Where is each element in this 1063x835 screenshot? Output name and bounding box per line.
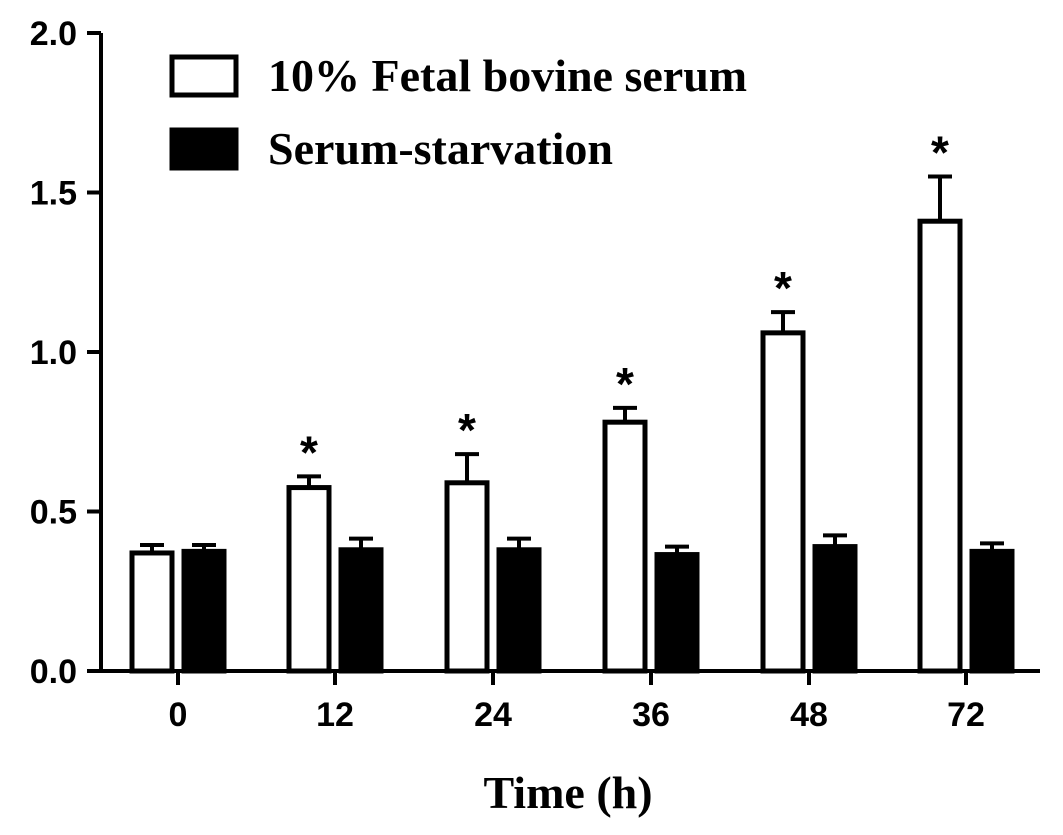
x-tick-label: 0 [169,696,188,734]
y-tick-label: 0.5 [30,494,77,532]
bar-fbs [129,550,175,674]
bar-starvation [338,547,384,674]
bar-fbs [602,419,648,674]
y-tick-label: 1.0 [30,334,77,372]
legend-swatch [169,54,239,98]
x-tick-label: 36 [632,696,670,734]
x-tick-label: 48 [790,696,828,734]
axes: 0.0 0.5 1.0 1.5 2.0 0 12 24 36 48 72 [30,15,1040,734]
significance-marker: * [300,426,318,478]
bar-starvation [181,548,227,674]
x-axis-title: Time (h) [483,767,652,818]
bar-starvation [654,552,700,674]
legend-swatch [169,127,239,171]
bars: * * * * * [129,127,1015,674]
bar-starvation [969,548,1015,674]
x-tick-label: 72 [947,696,985,734]
y-tick-label: 0.0 [30,653,77,691]
legend-label: Serum-starvation [268,123,613,174]
bar-fbs [444,480,490,674]
bar-starvation [812,544,858,674]
significance-marker: * [931,127,949,179]
bar-starvation [496,547,542,674]
x-tick-label: 24 [474,696,512,734]
significance-marker: * [774,262,792,314]
legend-label: 10% Fetal bovine serum [268,50,747,101]
y-tick-label: 2.0 [30,15,77,53]
bar-fbs [917,218,963,674]
significance-marker: * [458,404,476,456]
legend: 10% Fetal bovine serum Serum-starvation [169,50,747,174]
y-tick-label: 1.5 [30,175,77,213]
significance-marker: * [616,358,634,410]
bar-fbs [760,330,806,674]
bar-fbs [286,485,332,674]
x-tick-label: 12 [316,696,354,734]
